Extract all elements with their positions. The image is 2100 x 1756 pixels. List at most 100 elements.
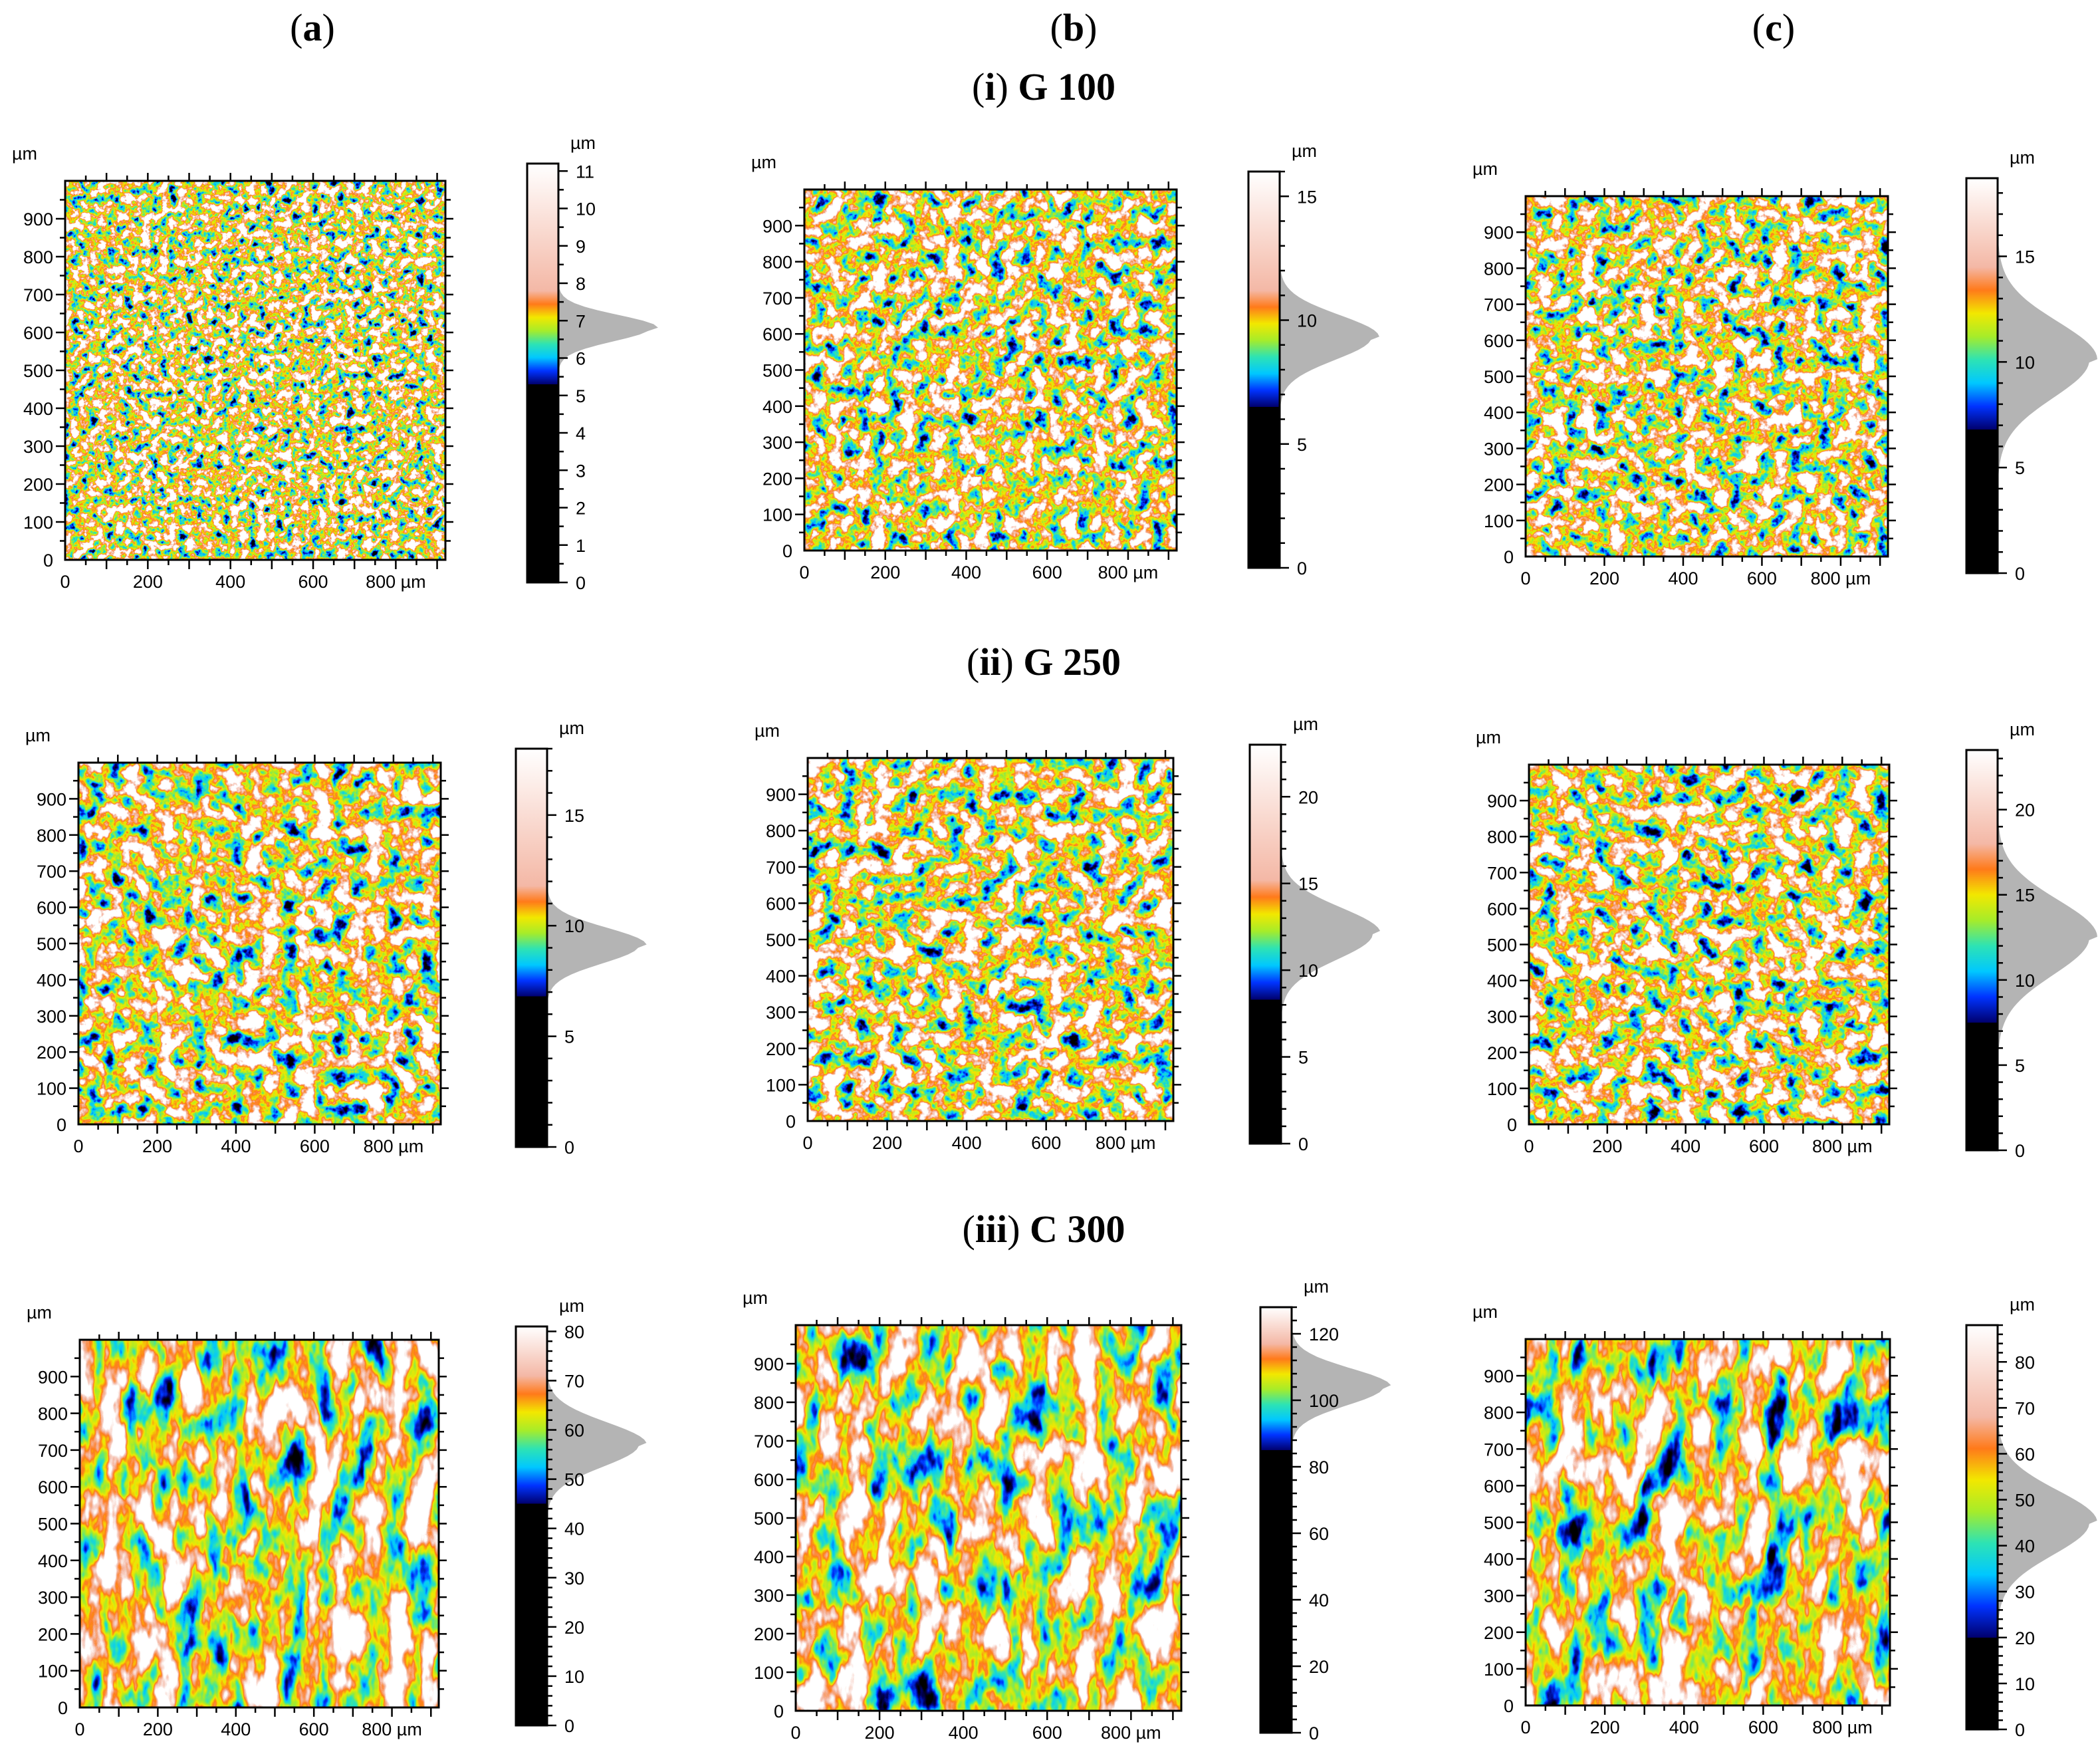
y-tick-label: 0 <box>1504 547 1514 567</box>
x-tick-label: 0 <box>74 1719 84 1739</box>
y-tick-label: 200 <box>1484 1623 1514 1643</box>
colorbar-tick-label: 9 <box>576 237 586 257</box>
colorbar-tick-label: 100 <box>1309 1391 1339 1411</box>
x-tick-label: 400 <box>952 1133 982 1153</box>
height-map-iii-b <box>796 1325 1181 1711</box>
x-tick-label: 0 <box>799 563 809 582</box>
colorbar-tick-label: 5 <box>2015 1056 2025 1076</box>
colorbar-scale <box>1248 743 1282 1145</box>
y-tick-label: 100 <box>1487 1079 1517 1099</box>
colorbar-tick-label: 60 <box>1309 1524 1329 1544</box>
y-tick-label: 0 <box>786 1112 796 1132</box>
y-tick-label: 700 <box>754 1432 784 1451</box>
colorbar-tick-label: 0 <box>2015 1141 2025 1161</box>
y-tick-label: 800 <box>1484 1403 1514 1423</box>
y-tick-label: 500 <box>766 930 796 950</box>
panel-iii-a: 0 200 400 600 800 µm010020030040050060070080… <box>27 1296 647 1739</box>
x-tick-label: 400 <box>1671 1136 1700 1156</box>
y-tick-label: 200 <box>1484 475 1514 495</box>
x-tick-label: 0 <box>73 1136 83 1156</box>
x-tick-label: 800 µm <box>1811 568 1871 588</box>
x-tick-label: 400 <box>949 1723 979 1743</box>
y-tick-label: 900 <box>754 1354 784 1374</box>
y-tick-label: 700 <box>1487 863 1517 883</box>
y-tick-label: 700 <box>37 862 66 882</box>
x-tick-label: 800 µm <box>1812 1136 1873 1156</box>
y-tick-label: 800 <box>762 253 792 273</box>
colorbar-tick-label: 20 <box>2015 801 2035 820</box>
colorbar-tick-label: 10 <box>576 199 596 219</box>
y-tick-label: 300 <box>38 1588 68 1608</box>
x-tick-label: 200 <box>142 1136 172 1156</box>
y-axis-unit: µm <box>12 144 37 164</box>
colorbar-tick-label: 80 <box>564 1322 584 1342</box>
colorbar-tick-label: 3 <box>576 461 586 481</box>
y-tick-label: 200 <box>38 1624 68 1644</box>
row-header-ii: (ii) G 250 <box>966 640 1121 684</box>
x-tick-label: 600 <box>1032 1723 1062 1743</box>
y-tick-label: 400 <box>38 1551 68 1571</box>
y-axis-unit: µm <box>755 721 780 741</box>
colorbar-tick-label: 40 <box>1309 1590 1329 1610</box>
panel-i-c: 0 200 400 600 800 µm010020030040050060070080… <box>1472 148 2097 588</box>
y-tick-label: 900 <box>762 216 792 236</box>
x-tick-label: 200 <box>1590 1717 1620 1737</box>
y-axis-unit: µm <box>743 1288 768 1308</box>
colorbar-tick-label: 15 <box>1298 874 1318 894</box>
colorbar-unit: µm <box>570 133 596 153</box>
colorbar-tick-label: 50 <box>2015 1491 2035 1511</box>
y-tick-label: 900 <box>1484 1366 1514 1386</box>
y-tick-label: 100 <box>23 513 53 533</box>
colorbar-tick-label: 10 <box>2015 971 2035 991</box>
x-tick-label: 600 <box>1749 1136 1779 1156</box>
y-tick-label: 200 <box>37 1043 66 1063</box>
y-tick-label: 400 <box>1487 971 1517 991</box>
height-map-ii-b <box>808 758 1173 1121</box>
y-axis-unit: µm <box>25 725 51 745</box>
x-tick-label: 800 µm <box>362 1719 422 1739</box>
y-tick-label: 300 <box>1487 1007 1517 1027</box>
y-tick-label: 0 <box>57 1115 66 1135</box>
y-tick-label: 600 <box>766 894 796 914</box>
y-tick-label: 700 <box>38 1441 68 1461</box>
colorbar-tick-label: 60 <box>2015 1444 2035 1464</box>
colorbar-unit: µm <box>2010 148 2035 168</box>
y-tick-label: 100 <box>766 1075 796 1095</box>
height-map-i-a <box>65 181 445 560</box>
y-tick-label: 100 <box>1484 511 1514 531</box>
colorbar: 0 5 10 15 20 µm <box>1965 719 2097 1161</box>
y-tick-label: 0 <box>1507 1115 1517 1135</box>
colorbar-tick-label: 40 <box>2015 1537 2035 1557</box>
y-tick-label: 0 <box>1504 1696 1514 1716</box>
colorbar-scale <box>1965 177 1999 574</box>
panel-iii-c: 0 200 400 600 800 µm010020030040050060070080… <box>1472 1295 2097 1740</box>
colorbar-unit: µm <box>1292 141 1317 161</box>
y-tick-label: 700 <box>766 858 796 878</box>
y-tick-label: 700 <box>762 289 792 309</box>
y-tick-label: 400 <box>754 1547 784 1567</box>
colorbar-tick-label: 5 <box>2015 458 2025 478</box>
y-tick-label: 800 <box>37 826 66 846</box>
colorbar-scale <box>1247 170 1281 569</box>
y-tick-label: 500 <box>1484 367 1514 387</box>
colorbar-tick-label: 120 <box>1309 1324 1339 1344</box>
height-histogram <box>558 164 658 582</box>
y-tick-label: 200 <box>762 469 792 489</box>
y-tick-label: 500 <box>1487 936 1517 955</box>
colorbar-tick-label: 0 <box>576 573 586 593</box>
column-header-a: (a) <box>290 6 335 49</box>
colorbar-tick-label: 2 <box>576 499 586 519</box>
colorbar-tick-label: 1 <box>576 536 586 556</box>
colorbar-tick-label: 0 <box>1309 1723 1319 1743</box>
colorbar-tick-label: 10 <box>564 916 584 936</box>
y-axis-unit: µm <box>1472 159 1498 179</box>
colorbar-unit: µm <box>1304 1277 1329 1297</box>
y-tick-label: 500 <box>38 1515 68 1535</box>
x-tick-label: 600 <box>299 1719 329 1739</box>
height-map-ii-c <box>1529 765 1889 1124</box>
colorbar-scale <box>1965 1324 1999 1731</box>
colorbar-scale <box>515 747 548 1148</box>
y-tick-label: 300 <box>37 1007 66 1027</box>
column-header-b: (b) <box>1050 6 1098 49</box>
